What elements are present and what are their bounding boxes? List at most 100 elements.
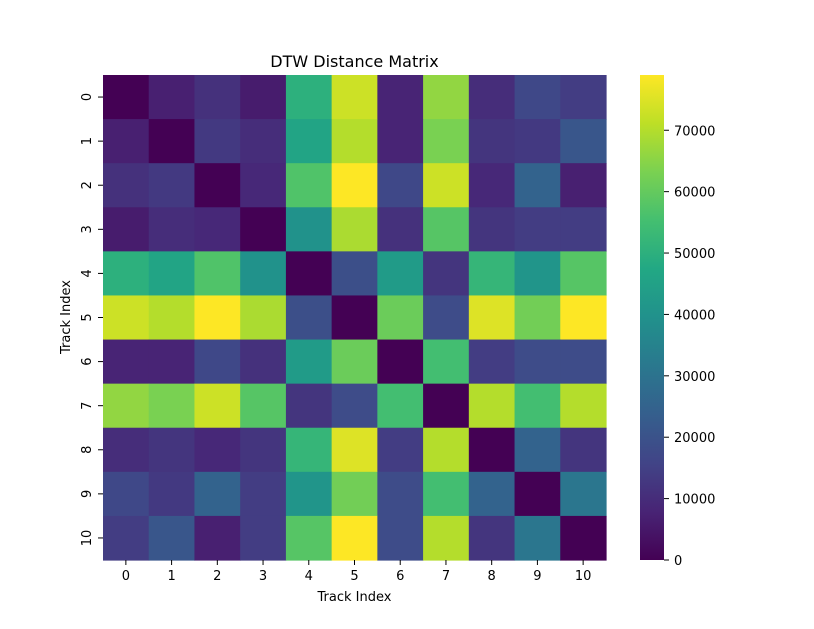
heatmap-cell-r9-c4	[285, 471, 333, 517]
x-tick-label: 1	[167, 569, 175, 584]
heatmap-cell-r2-c4	[285, 163, 333, 208]
heatmap-cell-r6-c10	[560, 339, 607, 385]
heatmap-cell-r10-c0	[103, 515, 150, 561]
heatmap-cell-r4-c9	[514, 251, 561, 297]
heatmap-cell-r0-c7	[423, 75, 470, 120]
x-tick-label: 3	[259, 569, 267, 584]
heatmap-cell-r7-c2	[194, 383, 241, 429]
heatmap-cell-r1-c9	[514, 119, 561, 164]
heatmap-cell-r0-c8	[468, 75, 516, 120]
heatmap-cell-r1-c4	[285, 119, 333, 164]
heatmap-cell-r6-c1	[148, 339, 196, 385]
heatmap-cell-r6-c6	[377, 339, 424, 385]
heatmap-cell-r7-c1	[148, 383, 196, 429]
heatmap-cell-r9-c3	[240, 471, 287, 517]
y-axis-ticks: 0 1 2 3 4 5 6 7 8 9 10	[80, 93, 103, 546]
heatmap-cell-r2-c3	[240, 163, 287, 208]
heatmap-cell-r1-c10	[560, 119, 607, 164]
y-tick-label: 10	[80, 530, 95, 547]
heatmap-cell-r2-c1	[148, 163, 196, 208]
heatmap-cell-r5-c0	[103, 295, 150, 341]
colorbar-tick-label: 20000	[674, 431, 715, 446]
heatmap-cell-r2-c9	[514, 163, 561, 208]
heatmap-cell-r8-c9	[514, 427, 561, 473]
heatmap-cell-r6-c8	[468, 339, 516, 385]
x-tick-label: 2	[213, 569, 221, 584]
heatmap-cell-r8-c6	[377, 427, 424, 473]
colorbar-tick-label: 60000	[674, 186, 715, 201]
heatmap-cell-r10-c10	[560, 515, 607, 561]
heatmap-cell-r10-c7	[423, 515, 470, 561]
heatmap-cell-r6-c9	[514, 339, 561, 385]
heatmap-cell-r0-c1	[148, 75, 196, 120]
heatmap-cell-r6-c2	[194, 339, 241, 385]
heatmap-cell-r3-c5	[331, 207, 378, 252]
heatmap-cell-r1-c6	[377, 119, 424, 164]
heatmap-cell-r9-c8	[468, 471, 516, 517]
colorbar-tick-label: 40000	[674, 308, 715, 323]
heatmap-cell-r10-c2	[194, 515, 241, 561]
heatmap-cell-r7-c8	[468, 383, 516, 429]
heatmap-cell-r0-c10	[560, 75, 607, 120]
heatmap-cell-r1-c8	[468, 119, 516, 164]
heatmap-cell-r1-c2	[194, 119, 241, 164]
x-tick-label: 8	[488, 569, 496, 584]
colorbar-tick-label: 30000	[674, 370, 715, 385]
heatmap-cell-r6-c3	[240, 339, 287, 385]
heatmap-cell-r9-c0	[103, 471, 150, 517]
heatmap-cell-r4-c1	[148, 251, 196, 297]
x-tick-label: 5	[350, 569, 358, 584]
heatmap-cell-r6-c0	[103, 339, 150, 385]
chart-title: DTW Distance Matrix	[270, 52, 438, 71]
heatmap-cell-r8-c10	[560, 427, 607, 473]
y-tick-label: 9	[80, 490, 95, 498]
heatmap-cell-r8-c3	[240, 427, 287, 473]
heatmap-cell-r5-c7	[423, 295, 470, 341]
heatmap-cell-r4-c4	[285, 251, 333, 297]
heatmap-cell-r7-c4	[285, 383, 333, 429]
y-tick-label: 1	[80, 137, 95, 145]
heatmap-cell-r7-c9	[514, 383, 561, 429]
heatmap-cell-r5-c6	[377, 295, 424, 341]
heatmap-cell-r5-c3	[240, 295, 287, 341]
heatmap-cell-r2-c5	[331, 163, 378, 208]
heatmap-cell-r9-c2	[194, 471, 241, 517]
heatmap-cell-r3-c7	[423, 207, 470, 252]
x-axis-label: Track Index	[317, 590, 392, 605]
heatmap-cell-r1-c3	[240, 119, 287, 164]
heatmap-cell-r8-c1	[148, 427, 196, 473]
heatmap-cell-r8-c5	[331, 427, 378, 473]
x-tick-label: 6	[396, 569, 404, 584]
heatmap-cells	[103, 75, 607, 561]
heatmap-cell-r0-c2	[194, 75, 241, 120]
heatmap-cell-r0-c0	[103, 75, 150, 120]
heatmap-cell-r3-c3	[240, 207, 287, 252]
heatmap-cell-r8-c7	[423, 427, 470, 473]
heatmap-cell-r3-c10	[560, 207, 607, 252]
heatmap-cell-r0-c5	[331, 75, 378, 120]
y-tick-label: 7	[80, 402, 95, 410]
heatmap-cell-r3-c2	[194, 207, 241, 252]
y-tick-label: 6	[80, 357, 95, 365]
heatmap-cell-r5-c4	[285, 295, 333, 341]
heatmap-cell-r5-c8	[468, 295, 516, 341]
heatmap-cell-r4-c8	[468, 251, 516, 297]
heatmap-cell-r7-c6	[377, 383, 424, 429]
heatmap-cell-r7-c0	[103, 383, 150, 429]
heatmap-cell-r4-c5	[331, 251, 378, 297]
heatmap-cell-r10-c8	[468, 515, 516, 561]
y-tick-label: 5	[80, 313, 95, 321]
heatmap-cell-r7-c3	[240, 383, 287, 429]
heatmap-cell-r10-c6	[377, 515, 424, 561]
heatmap-cell-r4-c2	[194, 251, 241, 297]
heatmap-cell-r5-c9	[514, 295, 561, 341]
heatmap-cell-r9-c6	[377, 471, 424, 517]
heatmap-cell-r10-c5	[331, 515, 378, 561]
heatmap-cell-r10-c9	[514, 515, 561, 561]
heatmap-cell-r6-c7	[423, 339, 470, 385]
heatmap-cell-r8-c0	[103, 427, 150, 473]
heatmap-cell-r9-c5	[331, 471, 378, 517]
heatmap-cell-r8-c8	[468, 427, 516, 473]
